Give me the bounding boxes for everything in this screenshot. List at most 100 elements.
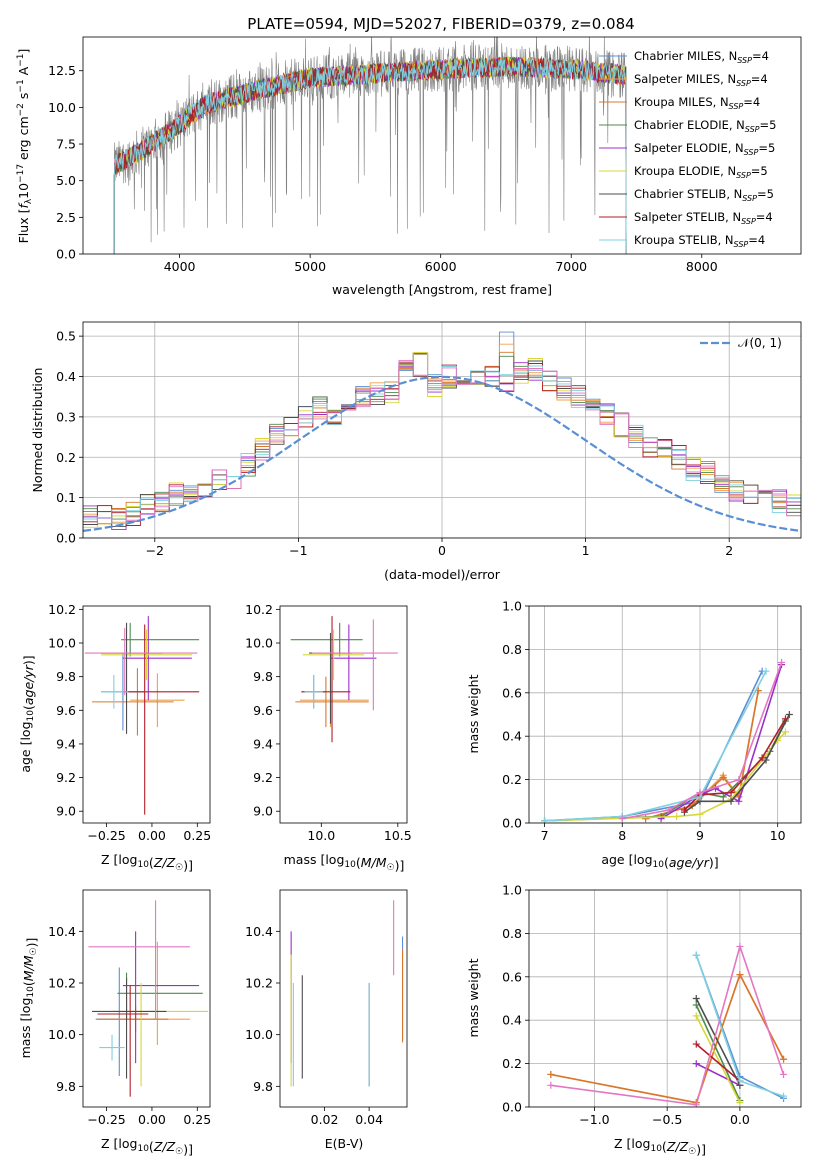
legend-entry: Chabrier ELODIE, NSSP=5	[634, 118, 776, 134]
mass-weight-point	[692, 951, 700, 959]
label-sup: −1	[16, 53, 26, 66]
y-tick-label: 10.2	[48, 602, 76, 617]
legend-sub: SSP	[729, 102, 744, 111]
mass-weight-point	[665, 806, 673, 814]
axes-frame	[279, 889, 408, 1108]
x-tick-label: 0	[438, 543, 446, 558]
y-tick-label: 9.4	[56, 736, 76, 751]
mass-weight-point	[547, 1070, 555, 1078]
label-part: 10	[16, 183, 31, 199]
legend-nssp: =4	[752, 49, 769, 63]
label-part: log	[325, 852, 344, 867]
x-tick-label: 0.04	[355, 1112, 383, 1127]
mass-weight-line	[695, 998, 741, 1086]
x-tick-label: 6000	[425, 259, 457, 274]
mass-weight-point	[719, 773, 727, 781]
label-part: Z/	[666, 1139, 682, 1154]
mass-weight-line	[550, 972, 785, 1104]
label-part: M	[376, 855, 387, 870]
mass-weight-point	[692, 995, 700, 1002]
label-part: )]	[183, 858, 193, 873]
mass-weight-line	[645, 690, 760, 820]
legend-nssp: =5	[757, 187, 774, 201]
y-axis-label: mass weight	[466, 674, 481, 753]
y-tick-label: 7.5	[56, 137, 76, 152]
y-tick-label: 0.6	[502, 969, 522, 984]
axes-frame	[82, 36, 802, 255]
legend-sub: SSP	[736, 79, 751, 88]
label-part: (	[21, 705, 36, 710]
x-tick-label: 0.0	[730, 1112, 750, 1127]
x-tick-label: 7	[541, 828, 549, 843]
plot-area	[113, 37, 627, 254]
legend-sub: SSP	[741, 217, 756, 226]
mass-weight-point	[692, 1012, 700, 1020]
y-axis-label: age [log10(age/yr)]	[18, 655, 36, 772]
label-part: Flux [	[16, 209, 31, 244]
legend-sub: SSP	[742, 194, 757, 203]
y-tick-label: 0.8	[502, 642, 522, 657]
label-part: log	[633, 852, 652, 867]
mass-weight-point	[727, 797, 735, 805]
label-part: log	[631, 1136, 650, 1151]
x-axis-label: mass [log10(M/M☉)]	[284, 852, 405, 873]
y-tick-label: 10.0	[245, 1027, 273, 1042]
label-part: s	[16, 93, 31, 104]
label-part: Z/	[153, 855, 169, 870]
label-part: A	[16, 66, 31, 79]
mass-weight-point	[736, 1099, 744, 1107]
model-spectrum-line	[113, 56, 627, 254]
mass-weight-point	[735, 797, 743, 805]
x-tick-label: 10.0	[307, 828, 335, 843]
mass-weight-point	[781, 728, 789, 736]
plot-area	[290, 900, 404, 1087]
axes-frame	[528, 889, 802, 1108]
x-tick-label: 8000	[686, 259, 718, 274]
mass-weight-line	[550, 943, 785, 1106]
label-part: (	[662, 1139, 667, 1154]
x-axis-label: (data-model)/error	[384, 567, 501, 582]
y-tick-label: 1.0	[502, 883, 522, 898]
label-part: )]	[696, 1142, 706, 1157]
label-sub: 10	[26, 986, 36, 998]
label-part: Z	[166, 855, 176, 870]
x-axis-label: wavelength [Angstrom, rest frame]	[332, 282, 552, 297]
label-part: (	[149, 1139, 154, 1154]
label-sub: 10	[650, 1144, 662, 1154]
mass-weight-point	[696, 810, 704, 818]
legend-entry: Salpeter MILES, NSSP=4	[634, 72, 768, 88]
y-tick-label: 9.8	[253, 669, 273, 684]
mass-weight-line	[544, 731, 787, 822]
y-tick-label: 0.0	[56, 247, 76, 262]
mass-weight-point	[727, 789, 735, 797]
y-tick-label: 0.2	[502, 1056, 522, 1071]
legend-nssp: =4	[756, 210, 773, 224]
figure-title: PLATE=0594, MJD=52027, FIBERID=0379, z=0…	[247, 15, 634, 33]
legend-nssp: =4	[743, 95, 760, 109]
residual-histogram-step	[83, 343, 801, 525]
label-sub: ☉	[688, 1147, 696, 1157]
y-tick-label: 10.2	[245, 602, 273, 617]
mass-weight-line	[645, 690, 760, 820]
label-part: (	[356, 855, 361, 870]
plot-area	[88, 900, 209, 1097]
plot-area	[529, 890, 801, 1107]
x-tick-label: 4000	[164, 259, 196, 274]
mass-weight-line	[695, 1015, 741, 1104]
panel-mass-vs-EBV: 0.02 0.04 9.8 10.0 10.2 10.4 E(B-V)	[245, 889, 408, 1151]
label-sub: 10	[653, 860, 665, 870]
legend-entry: Kroupa ELODIE, NSSP=5	[634, 164, 768, 180]
label-part: mass [	[284, 852, 326, 867]
legend-nssp: =5	[758, 141, 775, 155]
panel-age-vs-mass: 10.0 10.5 9.0 9.2 9.4 9.6 9.8 10.0 10.2 mass [log…	[245, 602, 412, 873]
label-part: log	[18, 998, 33, 1017]
y-tick-label: 10.0	[48, 100, 76, 115]
legend-nssp: =5	[760, 118, 777, 132]
legend-model: Chabrier ELODIE, N	[634, 118, 745, 132]
y-tick-label: 2.5	[56, 210, 76, 225]
y-tick-label: 9.4	[253, 736, 273, 751]
y-tick-label: 9.0	[253, 804, 273, 819]
label-sub: λ	[24, 198, 34, 204]
x-tick-label: −0.25	[87, 828, 125, 843]
